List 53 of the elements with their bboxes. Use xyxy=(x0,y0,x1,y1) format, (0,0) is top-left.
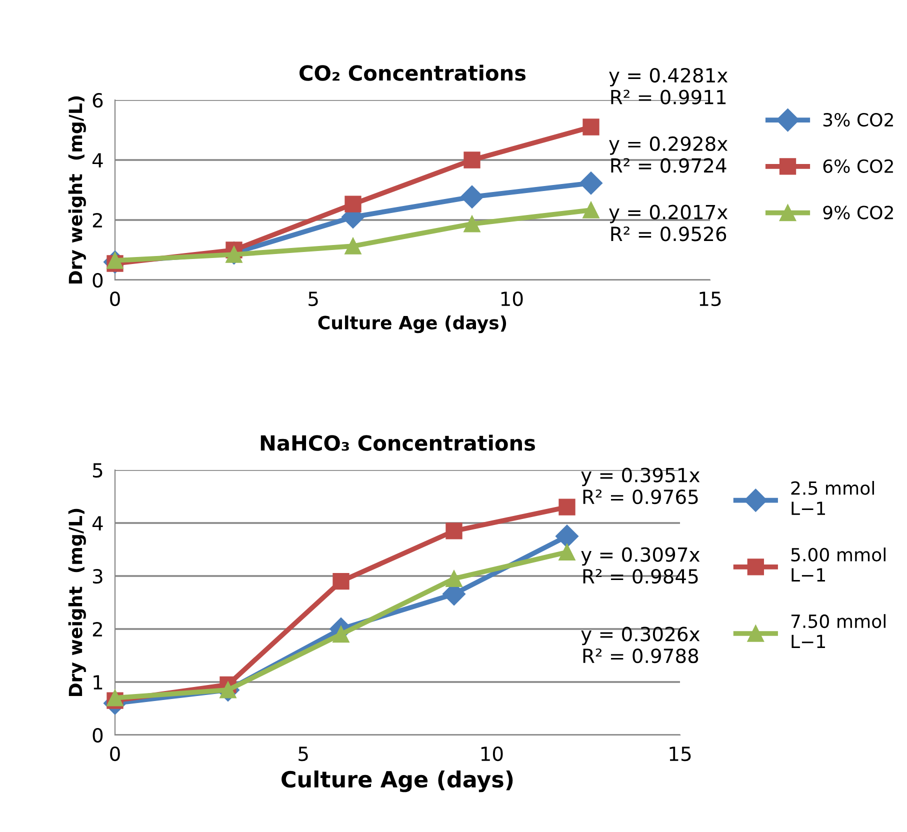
x-tick-label: 0 xyxy=(110,746,120,762)
x-tick-label: 10 xyxy=(481,746,503,762)
point xyxy=(344,196,362,212)
point xyxy=(558,498,576,516)
point xyxy=(580,172,602,195)
y-tick-label: 0 xyxy=(92,728,103,743)
legend-label: 7.50 mmol L−1 xyxy=(791,614,886,648)
y-tick-label: 2 xyxy=(92,212,102,228)
point xyxy=(464,216,480,232)
point xyxy=(582,202,600,218)
annotation: y = 0.4281x R² = 0.9911 xyxy=(609,68,728,104)
point xyxy=(344,238,362,254)
legend-label: 9% CO2 xyxy=(823,206,893,220)
x-tick-label: 15 xyxy=(670,746,691,762)
x-tick-label: 5 xyxy=(308,292,318,306)
annotation: y = 0.3097x R² = 0.9845 xyxy=(581,547,700,584)
point xyxy=(460,185,484,208)
y-axis-title: Dry weight (mg/L) xyxy=(68,508,86,696)
y-tick-label: 2 xyxy=(92,622,102,636)
x-tick-label: 10 xyxy=(501,291,523,306)
annotation: y = 0.2928x R² = 0.9724 xyxy=(609,136,728,173)
point xyxy=(332,626,350,643)
point xyxy=(332,572,350,590)
x-tick-label: 0 xyxy=(110,291,120,306)
y-tick-label: 1 xyxy=(94,675,102,690)
point xyxy=(226,246,242,263)
y-axis-title: Dry weight (mg/L) xyxy=(68,96,86,284)
point xyxy=(556,524,578,548)
point xyxy=(220,682,236,698)
annotation: y = 0.3951x R² = 0.9765 xyxy=(581,468,700,504)
x-axis-title: Culture Age (days) xyxy=(282,770,513,792)
y-tick-label: 6 xyxy=(92,92,103,108)
y-tick-label: 4 xyxy=(92,516,103,530)
legend-label: 5.00 mmol L−1 xyxy=(791,548,886,582)
legend-label: 2.5 mmol L−1 xyxy=(791,480,874,515)
chart-title: NaHCO₃ Concentrations xyxy=(260,434,536,451)
point xyxy=(446,522,462,540)
y-tick-label: 3 xyxy=(93,568,102,584)
point xyxy=(558,544,576,560)
chart-title: CO₂ Concentrations xyxy=(300,64,526,81)
legend-label: 3% CO2 xyxy=(823,112,893,127)
point xyxy=(446,570,462,587)
point xyxy=(582,118,600,136)
x-axis-title: Culture Age (days) xyxy=(318,315,506,334)
y-tick-label: 0 xyxy=(92,272,103,288)
annotation: y = 0.3026x R² = 0.9788 xyxy=(581,626,700,664)
x-tick-label: 15 xyxy=(700,292,721,306)
x-tick-label: 5 xyxy=(298,746,308,762)
legend-label: 6% CO2 xyxy=(823,159,893,173)
annotation: y = 0.2017x R² = 0.9526 xyxy=(609,204,728,242)
point xyxy=(464,152,480,168)
y-tick-label: 4 xyxy=(92,153,103,168)
y-tick-label: 5 xyxy=(93,463,102,478)
